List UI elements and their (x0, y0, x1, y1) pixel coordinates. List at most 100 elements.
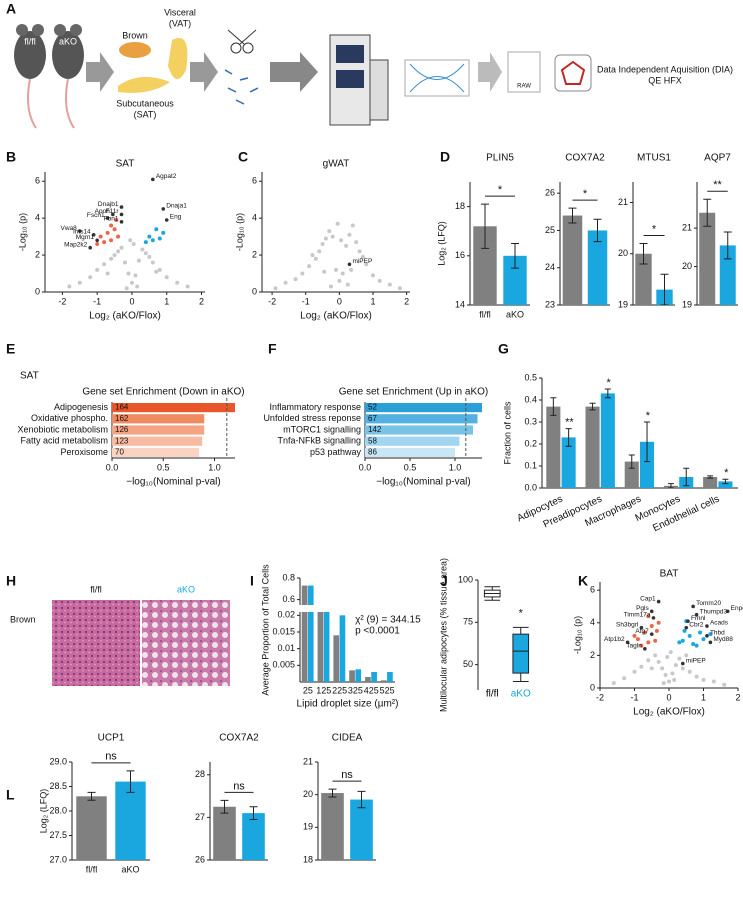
point (377, 278, 382, 283)
point (67, 284, 72, 289)
x-tick-label: 1 (701, 692, 706, 702)
annotation: p <0.0001 (355, 626, 400, 637)
point (102, 262, 107, 267)
sig-label: ** (713, 179, 722, 191)
point (109, 223, 114, 228)
bar (624, 461, 639, 488)
point (698, 630, 703, 635)
point (670, 671, 675, 676)
bar (339, 615, 346, 682)
error-bar (628, 454, 635, 469)
sig-label: * (652, 223, 657, 235)
point-label: Ints14 (73, 228, 91, 235)
x-tick-label: 0 (337, 296, 342, 306)
labeled-point (111, 212, 115, 217)
x-tick-label: -1 (630, 692, 638, 702)
x-tick-label: fl/fl (479, 309, 491, 319)
point-label: Apoh (95, 208, 111, 215)
point-label: Thbd (710, 630, 725, 637)
point-label: Mgrn1 (76, 234, 95, 241)
bar (365, 677, 371, 682)
point (397, 286, 402, 291)
bar (587, 230, 608, 305)
error-bar (723, 231, 732, 260)
point (330, 234, 335, 239)
bar (380, 680, 387, 682)
point (112, 227, 117, 232)
point (646, 658, 651, 663)
x-tick-label: aKO (121, 864, 139, 874)
point (722, 682, 727, 687)
error-bar (481, 203, 489, 249)
point (653, 653, 658, 658)
y-tick-label: 2 (252, 249, 257, 259)
error-bar (722, 478, 729, 485)
y-tick-label: 27 (195, 812, 205, 822)
bar (585, 406, 600, 488)
arrow (270, 52, 318, 92)
labeled-point (95, 238, 99, 243)
y-tick-label: 18 (303, 854, 313, 864)
point (143, 240, 148, 245)
point (639, 643, 644, 648)
point (653, 638, 658, 643)
visceral-fat-icon (168, 38, 188, 80)
spectrum-curve (409, 63, 465, 93)
point (339, 238, 344, 243)
point-label: Eng (170, 214, 182, 221)
panel-label: A (6, 1, 16, 17)
point (677, 656, 682, 661)
panel-label: I (250, 573, 254, 589)
sig-label: ** (565, 417, 574, 429)
point (672, 677, 677, 682)
y-tick-label: 25 (545, 225, 555, 235)
y-tick-label: 21 (682, 223, 692, 233)
bar (112, 414, 205, 424)
point (320, 242, 325, 246)
category-label: Fatty acid metabolism (20, 436, 108, 446)
labeled-point (161, 207, 166, 211)
y-tick-label: 27.5 (49, 830, 67, 840)
x-axis-label: Lipid droplet size (µm²) (297, 699, 399, 710)
x-tick-label: 0 (666, 692, 671, 702)
sig-label: * (519, 607, 524, 619)
error-bar (589, 402, 596, 411)
mouse-ear (70, 24, 82, 36)
point (327, 229, 332, 234)
point (357, 249, 362, 254)
x-tick-label: fl/fl (86, 864, 98, 874)
bar (349, 670, 355, 682)
point (135, 284, 140, 289)
y-tick-label: 16 (455, 250, 465, 260)
chart-title: CIDEA (332, 733, 363, 744)
point (147, 254, 152, 259)
chart-title: SAT (116, 159, 135, 170)
error-bar (220, 799, 229, 814)
row-label: Brown (10, 614, 36, 624)
point (663, 672, 668, 677)
x-tick-label: aKO (506, 309, 524, 319)
labeled-point (681, 661, 685, 666)
bar (718, 481, 733, 488)
x-axis-label: −log₁₀(Nominal p-val) (126, 477, 221, 488)
error-bar (565, 428, 572, 447)
chart-title: UCP1 (98, 733, 125, 744)
arrow (190, 52, 218, 92)
point (273, 286, 278, 291)
x-tick-label: 225 (332, 685, 347, 695)
point (642, 630, 647, 635)
chart-title: COX7A2 (565, 153, 605, 164)
y-tick-label: 0 (35, 286, 40, 296)
point-label: Cbr2 (689, 621, 703, 628)
panel-label: L (6, 787, 15, 803)
bar (307, 585, 314, 605)
y-axis-label: Multilocular adipocytes (% tissue area) (438, 558, 448, 712)
error-bar (667, 483, 674, 489)
y-tick-label: 20 (618, 248, 628, 258)
x-tick-label: 2 (199, 296, 204, 306)
x-tick-label: -1 (302, 296, 310, 306)
method-label: QE HFX (648, 75, 682, 85)
x-tick-label: -1 (93, 296, 101, 306)
point (682, 628, 687, 633)
bar (635, 253, 652, 305)
